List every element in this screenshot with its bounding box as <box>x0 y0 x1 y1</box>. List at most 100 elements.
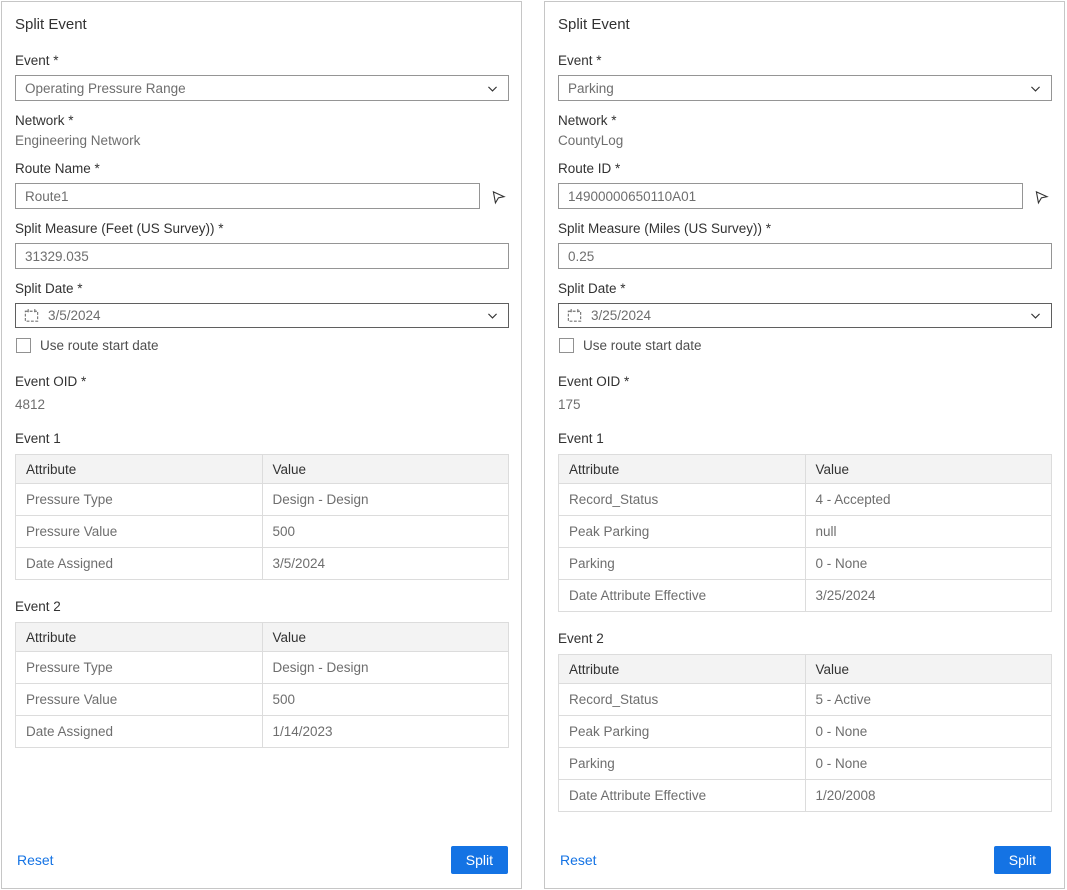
event2-title: Event 2 <box>15 599 61 614</box>
table-header-row: Attribute Value <box>558 454 1052 484</box>
table-row: Date Assigned 3/5/2024 <box>15 547 509 580</box>
attribute-cell: Record_Status <box>558 683 806 716</box>
value-column-header: Value <box>804 454 1052 484</box>
chevron-down-icon <box>1029 309 1042 322</box>
table-row: Parking 0 - None <box>558 747 1052 780</box>
attribute-cell: Date Assigned <box>15 547 263 580</box>
use-route-start-date-checkbox[interactable] <box>16 338 31 353</box>
event1-table: Attribute Value Pressure Type Design - D… <box>15 454 509 580</box>
value-cell: 4 - Accepted <box>804 483 1052 516</box>
value-cell: Design - Design <box>261 651 509 684</box>
date-value: 3/5/2024 <box>48 308 101 323</box>
attribute-column-header: Attribute <box>558 654 806 684</box>
reset-button[interactable]: Reset <box>17 852 54 868</box>
table-row: Peak Parking 0 - None <box>558 715 1052 748</box>
event2-table: Attribute Value Record_Status 5 - Active… <box>558 654 1052 812</box>
date-label: Split Date * <box>558 281 626 296</box>
value-cell: 3/5/2024 <box>261 547 509 580</box>
checkbox-label: Use route start date <box>40 338 159 353</box>
map-pointer-icon <box>490 188 507 205</box>
table-row: Date Attribute Effective 1/20/2008 <box>558 779 1052 812</box>
measure-label: Split Measure (Feet (US Survey)) * <box>15 221 224 236</box>
value-cell: 0 - None <box>804 715 1052 748</box>
table-header-row: Attribute Value <box>558 654 1052 684</box>
table-row: Date Assigned 1/14/2023 <box>15 715 509 748</box>
value-cell: 1/14/2023 <box>261 715 509 748</box>
measure-input[interactable] <box>558 243 1052 269</box>
event-label: Event * <box>558 53 602 68</box>
table-header-row: Attribute Value <box>15 454 509 484</box>
table-header-row: Attribute Value <box>15 622 509 652</box>
table-row: Parking 0 - None <box>558 547 1052 580</box>
date-picker[interactable]: 3/25/2024 <box>558 303 1052 328</box>
event2-table: Attribute Value Pressure Type Design - D… <box>15 622 509 748</box>
split-button[interactable]: Split <box>450 846 508 874</box>
network-value: Engineering Network <box>15 133 141 148</box>
value-cell: null <box>804 515 1052 548</box>
attribute-cell: Date Attribute Effective <box>558 779 806 812</box>
split-event-panel-left: Split Event Event * Operating Pressure R… <box>1 1 522 889</box>
value-column-header: Value <box>804 654 1052 684</box>
attribute-cell: Peak Parking <box>558 715 806 748</box>
value-cell: 5 - Active <box>804 683 1052 716</box>
value-cell: 0 - None <box>804 547 1052 580</box>
value-cell: Design - Design <box>261 483 509 516</box>
calendar-icon <box>566 307 583 324</box>
event-oid-value: 175 <box>558 397 581 412</box>
event2-title: Event 2 <box>558 631 604 646</box>
table-row: Record_Status 4 - Accepted <box>558 483 1052 516</box>
measure-input[interactable] <box>15 243 509 269</box>
chevron-down-icon <box>486 309 499 322</box>
attribute-cell: Date Assigned <box>15 715 263 748</box>
table-row: Peak Parking null <box>558 515 1052 548</box>
chevron-down-icon <box>486 82 499 95</box>
value-column-header: Value <box>261 622 509 652</box>
table-row: Record_Status 5 - Active <box>558 683 1052 716</box>
attribute-cell: Pressure Type <box>15 651 263 684</box>
value-cell: 3/25/2024 <box>804 579 1052 612</box>
network-value: CountyLog <box>558 133 624 148</box>
table-row: Date Attribute Effective 3/25/2024 <box>558 579 1052 612</box>
date-picker[interactable]: 3/5/2024 <box>15 303 509 328</box>
table-row: Pressure Value 500 <box>15 515 509 548</box>
value-cell: 500 <box>261 683 509 716</box>
event-select-value: Parking <box>568 80 614 96</box>
table-row: Pressure Type Design - Design <box>15 651 509 684</box>
event1-table: Attribute Value Record_Status 4 - Accept… <box>558 454 1052 612</box>
split-event-panel-right: Split Event Event * Parking Network * Co… <box>544 1 1065 889</box>
event-label: Event * <box>15 53 59 68</box>
network-label: Network * <box>15 113 74 128</box>
attribute-cell: Parking <box>558 747 806 780</box>
attribute-cell: Parking <box>558 547 806 580</box>
attribute-cell: Record_Status <box>558 483 806 516</box>
split-button[interactable]: Split <box>993 846 1051 874</box>
event1-title: Event 1 <box>558 431 604 446</box>
event-select[interactable]: Operating Pressure Range <box>15 75 509 101</box>
route-input[interactable] <box>15 183 480 209</box>
attribute-cell: Peak Parking <box>558 515 806 548</box>
select-on-map-button[interactable] <box>1030 184 1052 208</box>
use-route-start-date-checkbox[interactable] <box>559 338 574 353</box>
reset-button[interactable]: Reset <box>560 852 597 868</box>
page-title: Split Event <box>558 16 630 33</box>
network-label: Network * <box>558 113 617 128</box>
map-pointer-icon <box>1033 188 1050 205</box>
event-oid-label: Event OID * <box>15 374 87 389</box>
checkbox-label: Use route start date <box>583 338 702 353</box>
measure-label: Split Measure (Miles (US Survey)) * <box>558 221 772 236</box>
value-cell: 1/20/2008 <box>804 779 1052 812</box>
route-input[interactable] <box>558 183 1023 209</box>
event-select[interactable]: Parking <box>558 75 1052 101</box>
date-value: 3/25/2024 <box>591 308 652 323</box>
chevron-down-icon <box>1029 82 1042 95</box>
route-label: Route Name * <box>15 161 100 176</box>
attribute-cell: Date Attribute Effective <box>558 579 806 612</box>
value-cell: 500 <box>261 515 509 548</box>
attribute-column-header: Attribute <box>15 454 263 484</box>
event-select-value: Operating Pressure Range <box>25 80 186 96</box>
table-row: Pressure Value 500 <box>15 683 509 716</box>
attribute-column-header: Attribute <box>558 454 806 484</box>
event-oid-value: 4812 <box>15 397 46 412</box>
select-on-map-button[interactable] <box>487 184 509 208</box>
